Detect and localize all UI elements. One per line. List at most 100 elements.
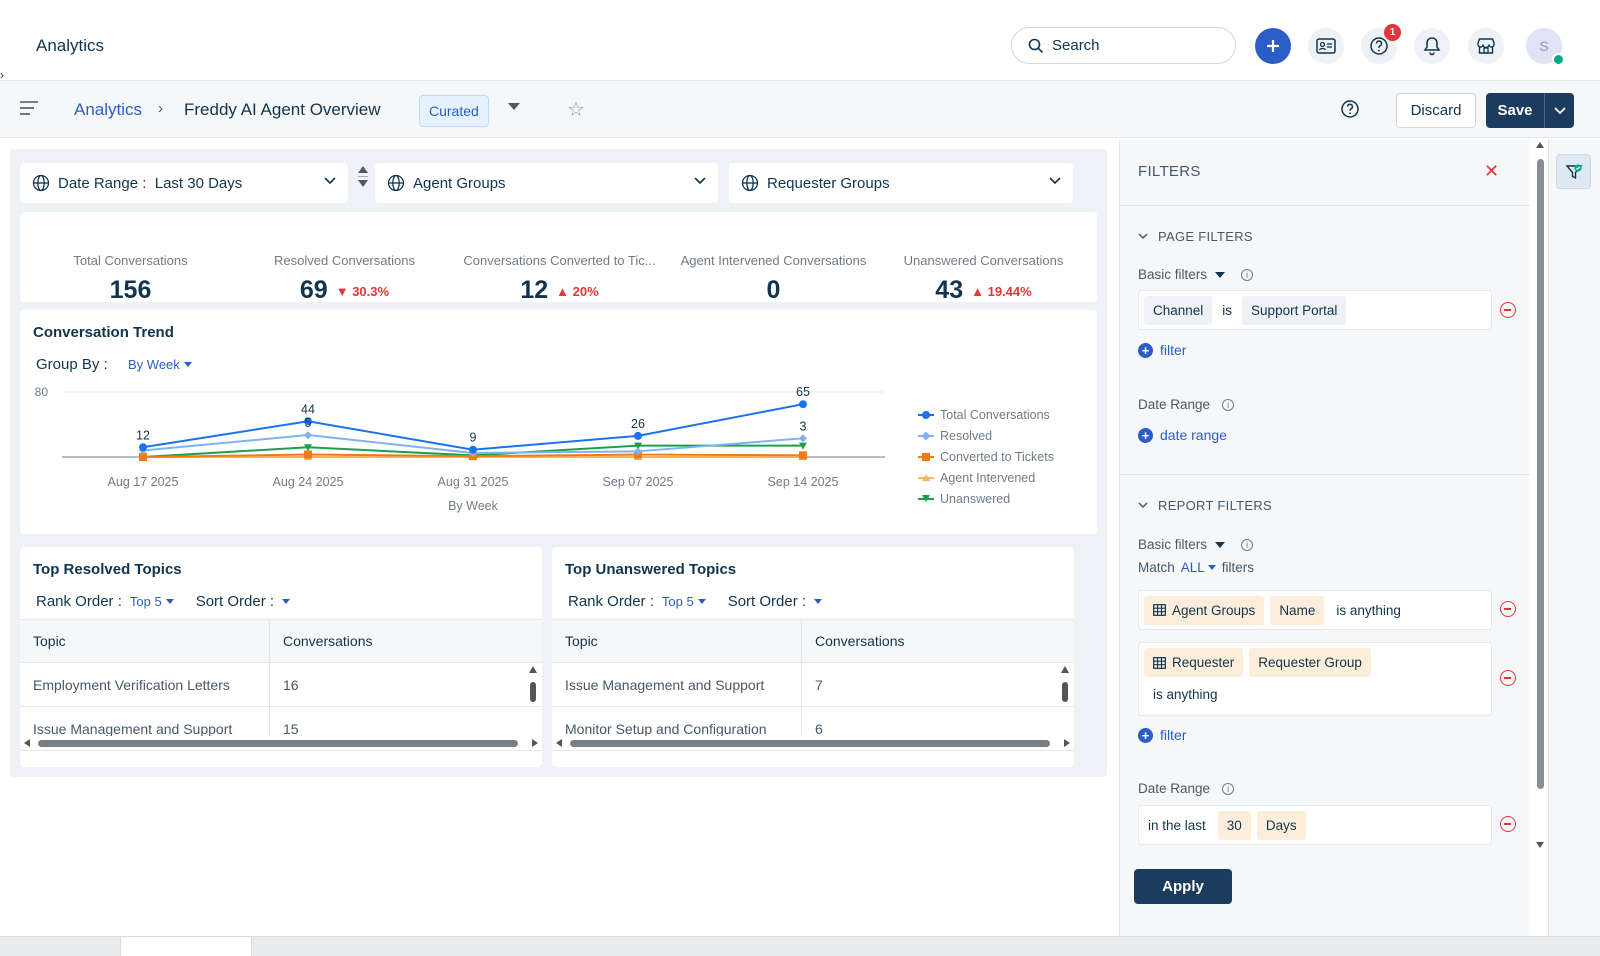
date-range-condition[interactable]: in the last 30 Days [1138, 805, 1492, 845]
rank-order-value: Top 5 [661, 594, 694, 609]
apply-filters-button[interactable]: Apply [1134, 869, 1232, 904]
favorite-star-icon[interactable]: ☆ [567, 99, 585, 121]
kpi-label: Total Conversations [73, 253, 188, 268]
data-label: 26 [631, 417, 645, 431]
help-menu-button[interactable]: 1 [1361, 24, 1401, 64]
rank-order-dropdown[interactable]: Top 5 [130, 594, 174, 609]
agent-groups-filter[interactable]: Agent Groups [375, 163, 718, 203]
horizontal-scrollbar[interactable] [20, 736, 542, 750]
save-button[interactable]: Save [1486, 93, 1574, 128]
group-by-dropdown[interactable]: By Week [128, 357, 192, 372]
sort-order-dropdown[interactable] [814, 599, 823, 604]
data-point [799, 442, 807, 450]
contacts-button[interactable] [1308, 28, 1344, 64]
sort-order-dropdown[interactable] [282, 599, 291, 604]
page-filters-section-toggle[interactable]: PAGE FILTERS [1138, 229, 1253, 244]
data-point [799, 451, 807, 460]
report-options-caret-icon[interactable] [508, 103, 520, 110]
column-header-conversations[interactable]: Conversations [283, 633, 373, 649]
add-page-filter-link[interactable]: + filter [1138, 342, 1186, 358]
close-filters-icon[interactable]: ✕ [1484, 161, 1500, 181]
horizontal-scrollbar[interactable] [552, 736, 1074, 750]
info-icon: i [1241, 268, 1254, 281]
remove-filter-icon[interactable] [1500, 601, 1516, 617]
x-tick-label: Aug 31 2025 [438, 475, 509, 489]
kpi-value: 156 [109, 276, 152, 302]
channel-filter-condition[interactable]: Channel is Support Portal [1138, 290, 1492, 330]
menu-icon[interactable] [20, 101, 38, 115]
remove-filter-icon[interactable] [1500, 816, 1516, 832]
store-icon [1477, 38, 1495, 54]
add-filter-label: filter [1160, 727, 1187, 743]
table-row[interactable]: Issue Management and Support 15 [20, 707, 542, 751]
add-date-range-link[interactable]: + date range [1138, 427, 1227, 443]
legend-item[interactable]: Unanswered [918, 488, 1054, 509]
table-row[interactable]: Employment Verification Letters 16 [20, 663, 542, 707]
avatar-initial: S [1539, 38, 1549, 54]
data-label: 3 [800, 419, 807, 433]
legend-item[interactable]: Total Conversations [918, 404, 1054, 425]
group-by-label: Group By : [36, 356, 108, 373]
conversations-cell: 7 [815, 676, 823, 693]
legend-item[interactable]: Agent Intervened [918, 467, 1054, 488]
legend-label: Resolved [940, 428, 993, 443]
requester-condition-chips: Requester Requester Group [1144, 648, 1486, 677]
trend-title: Conversation Trend [33, 324, 174, 341]
expand-chevron-icon[interactable]: › [0, 68, 4, 82]
caret-down-icon [1215, 541, 1226, 548]
data-point [139, 443, 147, 452]
legend-item[interactable]: Converted to Tickets [918, 446, 1054, 467]
date-range-label: Date Range [1138, 781, 1211, 796]
conversations-cell: 16 [283, 676, 299, 693]
report-filters-section-toggle[interactable]: REPORT FILTERS [1138, 498, 1272, 513]
save-dropdown-chevron-icon[interactable] [1545, 106, 1574, 115]
legend-label: Unanswered [940, 491, 1011, 506]
notifications-button[interactable] [1414, 28, 1450, 64]
column-header-topic[interactable]: Topic [20, 620, 270, 662]
data-point [304, 417, 312, 426]
filters-scrollbar[interactable] [1533, 139, 1547, 859]
breadcrumb-analytics-link[interactable]: Analytics [74, 100, 143, 119]
globe-icon [741, 174, 759, 192]
vertical-scrollbar[interactable] [1060, 665, 1070, 715]
user-avatar[interactable]: S [1526, 28, 1565, 66]
x-tick-label: Aug 17 2025 [108, 475, 179, 489]
table-icon [1153, 604, 1166, 616]
match-all-dropdown[interactable]: ALL [1181, 560, 1216, 575]
table-row[interactable]: Monitor Setup and Configuration 6 [552, 707, 1074, 751]
bottom-tab[interactable] [120, 937, 252, 956]
report-filters-heading: REPORT FILTERS [1158, 498, 1273, 513]
search-input[interactable]: Search [1011, 27, 1236, 64]
help-icon[interactable] [1340, 99, 1360, 119]
filter-toggle-button[interactable] [1556, 154, 1591, 189]
add-report-filter-link[interactable]: + filter [1138, 727, 1186, 743]
bell-icon [1423, 37, 1441, 56]
search-icon [1028, 38, 1044, 53]
plus-circle-icon: + [1138, 427, 1153, 443]
requester-condition[interactable]: Requester Requester Group is anything [1138, 642, 1492, 716]
report-basic-filters-row[interactable]: Basic filters i [1138, 537, 1254, 552]
plus-icon [1267, 40, 1279, 52]
vertical-scrollbar[interactable] [528, 665, 538, 715]
filter-scroll-stepper[interactable] [358, 166, 368, 187]
scrollbar-thumb[interactable] [1537, 159, 1544, 789]
requester-groups-filter[interactable]: Requester Groups [729, 163, 1073, 203]
group-by-value: By Week [128, 357, 180, 372]
marketplace-button[interactable] [1468, 28, 1504, 64]
date-range-filter[interactable]: Date Range : Last 30 Days [20, 163, 348, 203]
column-header-topic[interactable]: Topic [552, 620, 802, 662]
table-row[interactable]: Issue Management and Support 7 [552, 663, 1074, 707]
rank-order-dropdown[interactable]: Top 5 [662, 594, 706, 609]
unanswered-topics-controls: Rank Order : Top 5 Sort Order : [568, 593, 836, 610]
topic-cell: Issue Management and Support [20, 707, 270, 750]
remove-filter-icon[interactable] [1500, 670, 1516, 686]
kpi-change-up: ▲ 20% [556, 283, 599, 299]
legend-item[interactable]: Resolved [918, 425, 1054, 446]
column-header-conversations[interactable]: Conversations [815, 633, 905, 649]
remove-filter-icon[interactable] [1500, 302, 1516, 318]
discard-button[interactable]: Discard [1396, 93, 1476, 128]
agent-groups-condition[interactable]: Agent Groups Name is anything [1138, 590, 1492, 630]
basic-filters-row[interactable]: Basic filters i [1138, 267, 1254, 282]
filters-panel: FILTERS ✕ PAGE FILTERS Basic filters i C… [1119, 139, 1530, 936]
create-new-button[interactable] [1255, 28, 1291, 64]
